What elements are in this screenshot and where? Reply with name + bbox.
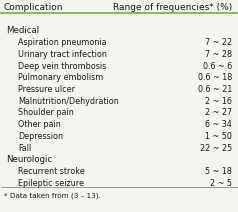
Text: 0.6 ~ 18: 0.6 ~ 18 <box>198 73 232 82</box>
Text: 1 ~ 50: 1 ~ 50 <box>205 132 232 141</box>
Text: Fall: Fall <box>18 144 31 153</box>
Text: Epileptic seizure: Epileptic seizure <box>18 179 84 188</box>
Text: Deep vein thrombosis: Deep vein thrombosis <box>18 61 106 71</box>
Text: Urinary tract infection: Urinary tract infection <box>18 50 107 59</box>
Text: Medical: Medical <box>6 26 39 35</box>
Text: 7 ~ 22: 7 ~ 22 <box>205 38 232 47</box>
Text: Pressure ulcer: Pressure ulcer <box>18 85 75 94</box>
Text: Neurologic: Neurologic <box>6 155 52 165</box>
Text: Other pain: Other pain <box>18 120 61 129</box>
Text: 2 ~ 5: 2 ~ 5 <box>210 179 232 188</box>
Text: 7 ~ 28: 7 ~ 28 <box>205 50 232 59</box>
Text: Depression: Depression <box>18 132 63 141</box>
Text: 22 ~ 25: 22 ~ 25 <box>200 144 232 153</box>
Text: 2 ~ 16: 2 ~ 16 <box>205 97 232 106</box>
Text: Recurrent stroke: Recurrent stroke <box>18 167 84 176</box>
Text: 0.6 ~ 21: 0.6 ~ 21 <box>198 85 232 94</box>
Text: Range of frequencies* (%): Range of frequencies* (%) <box>113 3 232 12</box>
Text: Pulmonary embolism: Pulmonary embolism <box>18 73 103 82</box>
Text: 6 ~ 34: 6 ~ 34 <box>205 120 232 129</box>
Text: 0.6 ~ 6: 0.6 ~ 6 <box>203 61 232 71</box>
Text: Shoulder pain: Shoulder pain <box>18 109 74 117</box>
Text: Complication: Complication <box>4 3 63 12</box>
Text: Malnutrition/Dehydration: Malnutrition/Dehydration <box>18 97 119 106</box>
Text: 2 ~ 27: 2 ~ 27 <box>205 109 232 117</box>
Text: * Data taken from (3 – 13).: * Data taken from (3 – 13). <box>4 193 100 199</box>
Text: Aspiration pneumonia: Aspiration pneumonia <box>18 38 106 47</box>
Text: 5 ~ 18: 5 ~ 18 <box>205 167 232 176</box>
